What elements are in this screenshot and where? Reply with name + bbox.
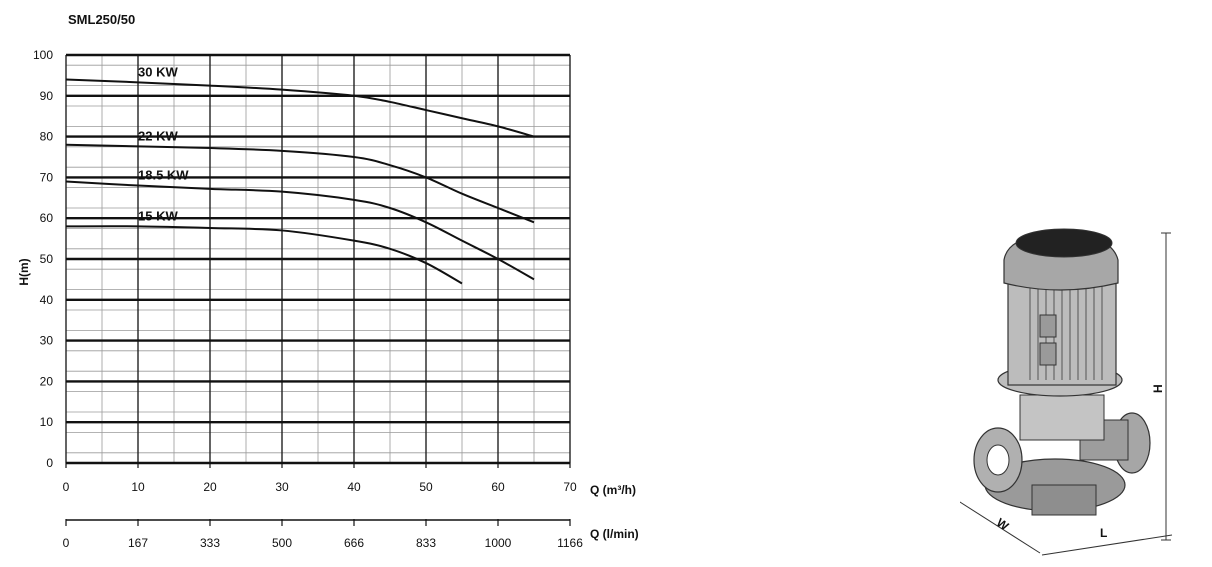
y-tick-label: 40 bbox=[40, 293, 54, 307]
y-axis-title: H(m) bbox=[17, 258, 31, 285]
y-tick-label: 60 bbox=[40, 211, 54, 225]
x-axis-title: Q (m³/h) bbox=[590, 483, 636, 497]
pump-illustration: H L W bbox=[960, 228, 1173, 556]
curve-3 bbox=[65, 225, 463, 285]
x-tick-label: 70 bbox=[563, 480, 577, 494]
secondary-x-axis-title: Q (l/min) bbox=[590, 527, 639, 541]
y-tick-label: 50 bbox=[40, 252, 54, 266]
y-tick-label: 80 bbox=[40, 130, 54, 144]
curve-1 bbox=[65, 143, 535, 224]
x-tick-label: 30 bbox=[275, 480, 289, 494]
width-label: W bbox=[994, 515, 1012, 533]
pump-lantern bbox=[1019, 394, 1105, 441]
curve-label-2: 18.5 KW bbox=[138, 168, 189, 183]
secondary-x-tick-label: 1166 bbox=[557, 536, 583, 550]
x-tick-label: 40 bbox=[347, 480, 361, 494]
curve-2 bbox=[65, 180, 535, 281]
x-tick-label: 0 bbox=[63, 480, 70, 494]
y-tick-label: 90 bbox=[40, 89, 54, 103]
secondary-x-tick-label: 167 bbox=[128, 536, 148, 550]
y-tick-label: 0 bbox=[46, 456, 53, 470]
curve-label-1: 22 KW bbox=[138, 128, 178, 143]
secondary-x-tick-label: 333 bbox=[200, 536, 220, 550]
secondary-x-tick-label: 666 bbox=[344, 536, 364, 550]
curve-0 bbox=[65, 78, 535, 138]
x-tick-label: 10 bbox=[131, 480, 145, 494]
length-label: L bbox=[1100, 526, 1107, 540]
y-tick-label: 100 bbox=[33, 48, 53, 62]
secondary-x-tick-label: 1000 bbox=[485, 536, 512, 550]
height-label: H bbox=[1151, 384, 1165, 393]
y-tick-label: 20 bbox=[40, 374, 54, 388]
width-dimension-line bbox=[960, 501, 1041, 554]
chart-title: SML250/50 bbox=[68, 12, 136, 27]
y-tick-label: 30 bbox=[40, 334, 54, 348]
x-tick-label: 60 bbox=[491, 480, 505, 494]
x-tick-label: 50 bbox=[419, 480, 433, 494]
secondary-x-tick-label: 0 bbox=[63, 536, 70, 550]
secondary-x-tick-label: 500 bbox=[272, 536, 292, 550]
y-tick-label: 10 bbox=[40, 415, 54, 429]
length-dimension-line bbox=[1041, 534, 1173, 556]
curve-label-3: 15 KW bbox=[138, 208, 178, 223]
x-tick-label: 20 bbox=[203, 480, 217, 494]
y-tick-label: 70 bbox=[40, 170, 54, 184]
fan-cover-top bbox=[1015, 228, 1113, 258]
curve-label-0: 30 KW bbox=[138, 64, 178, 79]
secondary-x-tick-label: 833 bbox=[416, 536, 436, 550]
